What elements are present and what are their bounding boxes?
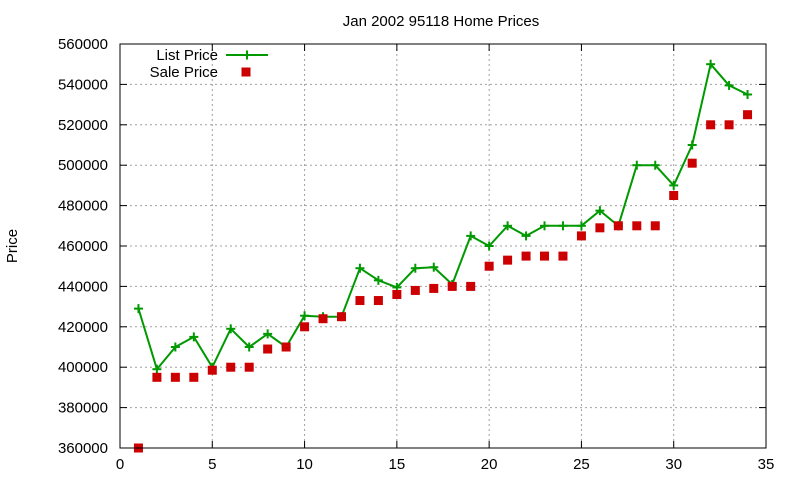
list-price-point bbox=[503, 221, 513, 231]
list-price-point bbox=[650, 160, 660, 170]
x-tick-label: 20 bbox=[481, 456, 498, 473]
legend-label: Sale Price bbox=[150, 64, 218, 81]
series-list-price bbox=[133, 59, 753, 374]
x-tick-label: 30 bbox=[665, 456, 682, 473]
sale-price-point bbox=[724, 120, 734, 130]
sale-price-point bbox=[576, 231, 586, 241]
y-axis-label: Price bbox=[4, 229, 21, 263]
list-price-point bbox=[558, 221, 568, 231]
y-tick-label: 440000 bbox=[58, 278, 108, 295]
sale-price-point bbox=[226, 362, 236, 372]
legend-square-swatch bbox=[241, 67, 251, 77]
list-price-point bbox=[410, 263, 420, 273]
plot-frame bbox=[119, 43, 767, 449]
sale-price-point bbox=[300, 322, 310, 332]
list-price-point bbox=[540, 221, 550, 231]
list-price-point bbox=[484, 241, 494, 251]
list-price-point bbox=[669, 180, 679, 190]
x-tick-label: 5 bbox=[208, 456, 216, 473]
x-tick-label: 10 bbox=[296, 456, 313, 473]
sale-price-point bbox=[540, 251, 550, 261]
list-price-point bbox=[521, 231, 531, 241]
sale-price-point bbox=[189, 372, 199, 382]
tick-labels: 0 5 10 15 20 25 30 35 360000 380000 400000 420000 44… bbox=[58, 36, 774, 473]
list-price-point bbox=[687, 140, 697, 150]
list-price-point bbox=[724, 80, 734, 90]
y-tick-label: 420000 bbox=[58, 319, 108, 336]
list-price-point bbox=[189, 332, 199, 342]
list-price-point bbox=[152, 364, 162, 374]
x-tick-label: 25 bbox=[573, 456, 590, 473]
sale-price-point bbox=[318, 314, 328, 324]
data-series bbox=[133, 59, 753, 453]
sale-price-point bbox=[281, 342, 291, 352]
sale-price-point bbox=[558, 251, 568, 261]
sale-price-point bbox=[392, 289, 402, 299]
sale-price-point bbox=[410, 285, 420, 295]
list-price-point bbox=[576, 221, 586, 231]
y-tick-label: 400000 bbox=[58, 359, 108, 376]
list-price-point bbox=[244, 342, 254, 352]
y-tick-label: 500000 bbox=[58, 157, 108, 174]
sale-price-point bbox=[706, 120, 716, 130]
sale-price-point bbox=[632, 221, 642, 231]
list-price-point bbox=[429, 262, 439, 272]
sale-price-point bbox=[263, 344, 273, 354]
x-tick-label: 15 bbox=[389, 456, 406, 473]
sale-price-point bbox=[650, 221, 660, 231]
sale-price-point bbox=[669, 191, 679, 200]
list-price-point bbox=[466, 231, 476, 241]
sale-price-point bbox=[521, 251, 531, 261]
list-price-point bbox=[595, 206, 605, 216]
x-tick-label: 35 bbox=[758, 456, 775, 473]
y-tick-label: 480000 bbox=[58, 198, 108, 215]
list-price-point bbox=[706, 59, 716, 69]
sale-price-point bbox=[687, 158, 697, 168]
sale-price-point bbox=[170, 372, 180, 382]
sale-price-point bbox=[373, 296, 383, 306]
y-tick-label: 560000 bbox=[58, 36, 108, 53]
list-price-point bbox=[263, 329, 273, 339]
list-price-point bbox=[133, 304, 143, 314]
sale-price-point bbox=[466, 281, 476, 291]
legend-label: List Price bbox=[156, 47, 218, 64]
legend-plus-swatch bbox=[242, 50, 252, 60]
y-tick-label: 540000 bbox=[58, 76, 108, 93]
y-tick-label: 520000 bbox=[58, 117, 108, 134]
list-price-point bbox=[743, 90, 753, 99]
sale-price-point bbox=[484, 261, 494, 271]
sale-price-point bbox=[207, 365, 217, 375]
list-price-point bbox=[373, 275, 383, 285]
chart-title: Jan 2002 95118 Home Prices bbox=[343, 13, 540, 30]
sale-price-point bbox=[244, 362, 254, 372]
list-price-point bbox=[300, 311, 310, 321]
sale-price-point bbox=[503, 255, 513, 265]
y-tick-label: 360000 bbox=[58, 440, 108, 457]
sale-price-point bbox=[613, 221, 623, 231]
grid-lines bbox=[120, 44, 766, 448]
sale-price-point bbox=[447, 281, 457, 291]
sale-price-point bbox=[429, 283, 439, 293]
sale-price-point bbox=[595, 223, 605, 233]
sale-price-point bbox=[336, 312, 346, 322]
x-tick-label: 0 bbox=[116, 456, 124, 473]
list-price-point bbox=[226, 324, 236, 334]
y-tick-label: 460000 bbox=[58, 238, 108, 255]
y-tick-label: 380000 bbox=[58, 400, 108, 417]
list-price-point bbox=[170, 342, 180, 352]
series-sale-price bbox=[133, 110, 753, 453]
list-price-point bbox=[632, 160, 642, 170]
list-price-point bbox=[355, 263, 365, 273]
sale-price-point bbox=[355, 296, 365, 306]
list-price-line bbox=[137, 63, 748, 371]
sale-price-point bbox=[152, 372, 162, 382]
sale-price-point bbox=[743, 110, 753, 120]
